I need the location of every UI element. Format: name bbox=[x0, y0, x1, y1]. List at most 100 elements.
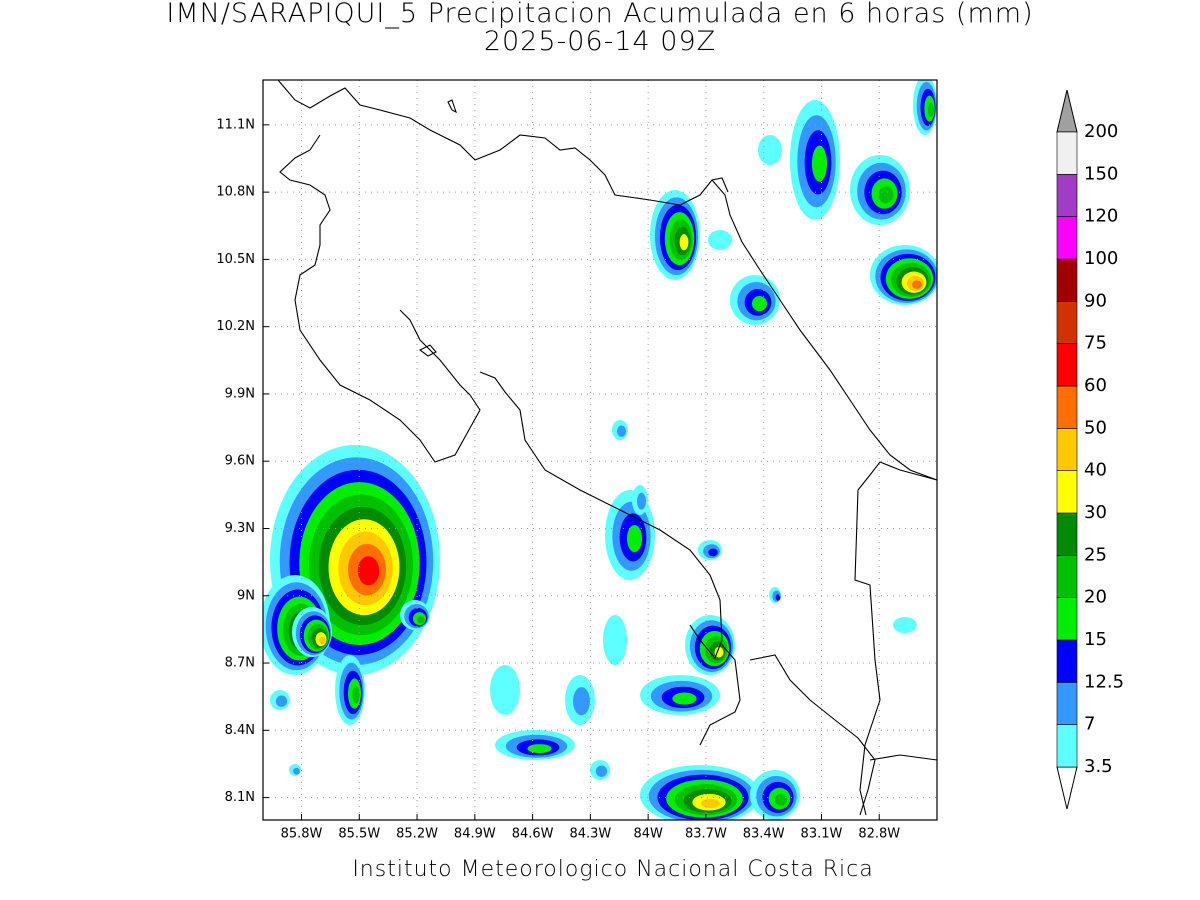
precip-area bbox=[775, 594, 781, 601]
precip-area bbox=[527, 744, 552, 754]
colorbar-box bbox=[1056, 682, 1078, 725]
precip-area bbox=[275, 695, 288, 707]
colorbar-box bbox=[1056, 343, 1078, 387]
precip-area bbox=[636, 492, 647, 510]
island bbox=[418, 344, 437, 357]
precip-area bbox=[751, 296, 768, 312]
x-tick-label: 84.6W bbox=[512, 827, 554, 842]
subtitle: 2025-06-14 09Z bbox=[484, 26, 716, 57]
precip-area bbox=[679, 234, 689, 251]
precip-area bbox=[293, 767, 300, 775]
colorbar-label: 12.5 bbox=[1084, 671, 1124, 692]
colorbar-box bbox=[1056, 597, 1078, 641]
colorbar-label: 3.5 bbox=[1084, 756, 1113, 777]
x-tick-label: 85.5W bbox=[338, 827, 380, 842]
precip-area bbox=[928, 102, 934, 118]
colorbar-label: 90 bbox=[1084, 290, 1107, 311]
colorbar-label: 200 bbox=[1084, 121, 1118, 142]
colorbar-label: 30 bbox=[1084, 502, 1107, 523]
coastline bbox=[869, 754, 938, 761]
y-tick-label: 11.1N bbox=[216, 117, 255, 132]
colorbar-box bbox=[1056, 639, 1078, 683]
y-tick-label: 9.3N bbox=[225, 521, 255, 536]
precip-area bbox=[774, 793, 788, 806]
colorbar-label: 20 bbox=[1084, 587, 1107, 608]
precip-area bbox=[626, 524, 643, 553]
precip-area bbox=[573, 687, 590, 716]
coastlines bbox=[277, 79, 938, 816]
coastline bbox=[699, 644, 741, 746]
y-tick-label: 9N bbox=[237, 588, 255, 603]
lake bbox=[447, 99, 457, 114]
coastline bbox=[279, 134, 481, 463]
map-frame bbox=[262, 79, 938, 821]
y-tick-label: 10.2N bbox=[216, 319, 255, 334]
colorbar-label: 100 bbox=[1084, 248, 1118, 269]
grid bbox=[263, 80, 937, 820]
precip-area bbox=[708, 230, 732, 250]
coastline bbox=[479, 371, 723, 660]
precip-area bbox=[701, 798, 720, 809]
precip-area bbox=[352, 686, 360, 704]
colorbar-label: 120 bbox=[1084, 206, 1118, 227]
x-tick-label: 83.7W bbox=[685, 827, 727, 842]
y-tick-label: 8.4N bbox=[225, 723, 255, 738]
colorbar-over bbox=[1056, 89, 1078, 133]
x-tick-label: 85.2W bbox=[396, 827, 438, 842]
colorbar-box bbox=[1056, 258, 1078, 302]
colorbar-box bbox=[1056, 724, 1078, 768]
precip-area bbox=[708, 548, 718, 557]
y-tick-label: 10.8N bbox=[216, 185, 255, 200]
colorbar-label: 7 bbox=[1084, 714, 1095, 735]
colorbar-label: 150 bbox=[1084, 163, 1118, 184]
y-tick-label: 8.7N bbox=[225, 656, 255, 671]
precip-area bbox=[595, 765, 608, 777]
precip-area bbox=[672, 692, 697, 705]
precip-area bbox=[490, 665, 520, 715]
colorbar-box bbox=[1056, 512, 1078, 556]
x-tick-label: 84.9W bbox=[454, 827, 496, 842]
precip-area bbox=[616, 425, 627, 437]
precip-layer bbox=[263, 80, 937, 820]
precip-area bbox=[319, 636, 326, 645]
precip-area bbox=[603, 615, 627, 665]
colorbar-box bbox=[1056, 301, 1078, 344]
colorbar-label: 25 bbox=[1084, 544, 1107, 565]
colorbar-label: 60 bbox=[1084, 375, 1107, 396]
precip-area bbox=[357, 556, 380, 586]
coastline bbox=[711, 179, 938, 481]
credit: Instituto Meteorologico Nacional Costa R… bbox=[352, 857, 873, 882]
y-tick-label: 10.5N bbox=[216, 252, 255, 267]
colorbar: 3.5 7 12.5 15 20 25 30 40 50 60 75 90 100 120 150 200 bbox=[1056, 89, 1124, 810]
precip-area bbox=[417, 616, 425, 624]
coastline bbox=[749, 654, 876, 816]
y-tick-label: 9.9N bbox=[225, 386, 255, 401]
coastline bbox=[277, 79, 729, 206]
precip-area bbox=[811, 145, 828, 182]
x-tick-label: 82.8W bbox=[858, 827, 900, 842]
colorbar-under bbox=[1056, 766, 1078, 810]
colorbar-box bbox=[1056, 470, 1078, 514]
precip-area bbox=[893, 617, 917, 633]
y-tick-label: 8.1N bbox=[225, 790, 255, 805]
colorbar-box bbox=[1056, 216, 1078, 260]
precip-area bbox=[912, 280, 922, 289]
x-tick-label: 85.8W bbox=[281, 827, 323, 842]
colorbar-box bbox=[1056, 555, 1078, 598]
title: IMN/SARAPIQUI_5 Precipitacion Acumulada … bbox=[166, 0, 1033, 29]
x-tick-label: 84W bbox=[633, 827, 663, 842]
x-tick-label: 83.1W bbox=[801, 827, 843, 842]
colorbar-label: 40 bbox=[1084, 460, 1107, 481]
precip-area bbox=[758, 135, 782, 165]
colorbar-box bbox=[1056, 131, 1078, 175]
colorbar-label: 15 bbox=[1084, 629, 1107, 650]
colorbar-label: 50 bbox=[1084, 417, 1107, 438]
coastline bbox=[854, 461, 938, 816]
colorbar-box bbox=[1056, 174, 1078, 217]
x-tick-label: 83.4W bbox=[743, 827, 785, 842]
precip-area bbox=[878, 186, 894, 204]
colorbar-box bbox=[1056, 385, 1078, 429]
x-tick-label: 84.3W bbox=[569, 827, 611, 842]
colorbar-label: 75 bbox=[1084, 333, 1107, 354]
